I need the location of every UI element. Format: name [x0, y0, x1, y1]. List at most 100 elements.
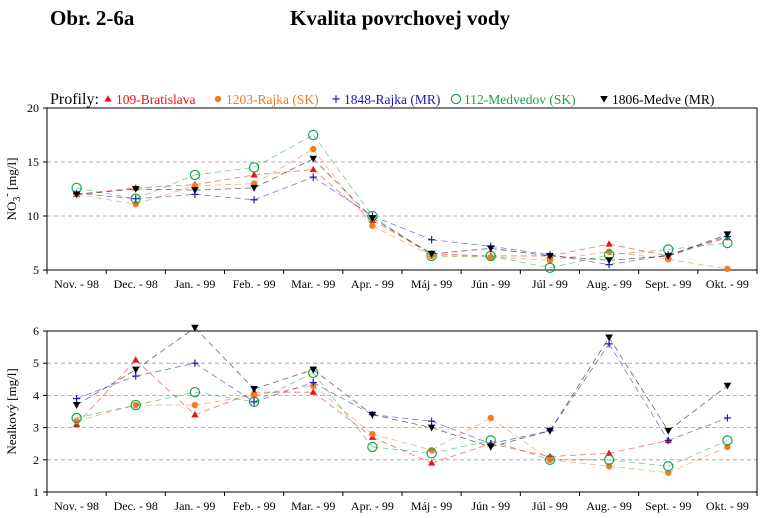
data-point: [605, 334, 613, 342]
series-line-segment: [135, 184, 195, 189]
series-line-segment: [372, 436, 432, 464]
series-line-segment: [668, 236, 728, 256]
series-line-segment: [668, 446, 728, 474]
x-tick-label: Máj - 99: [411, 499, 452, 513]
series-line-segment: [490, 256, 550, 261]
data-point: [248, 396, 260, 408]
series-line-segment: [312, 158, 373, 219]
x-tick-label: Sept. - 99: [645, 277, 691, 291]
data-point: [191, 359, 199, 367]
series-line-segment: [312, 169, 373, 221]
legend-item-label: 112-Medvedov (SK): [464, 92, 576, 107]
data-point: [191, 410, 199, 418]
series-line-segment: [608, 343, 669, 441]
series-line-segment: [135, 188, 195, 191]
series-line-segment: [312, 372, 373, 448]
series-line-segment: [194, 327, 255, 390]
data-point: [723, 414, 732, 422]
data-point: [605, 257, 613, 265]
series-line-segment: [372, 215, 432, 241]
series-line-segment: [76, 192, 136, 200]
series-line-segment: [312, 148, 373, 226]
data-point: [723, 382, 732, 390]
series-0: [72, 356, 672, 466]
series-line-segment: [668, 242, 728, 250]
data-point: [130, 193, 141, 204]
series-line-segment: [194, 174, 255, 186]
data-point: [486, 245, 495, 253]
data-point: [310, 145, 317, 153]
data-point: [487, 253, 494, 261]
data-point: [309, 173, 317, 181]
x-tick-label: Júl - 99: [532, 499, 568, 513]
series-line-segment: [135, 391, 196, 406]
data-point: [73, 417, 80, 425]
series-line-segment: [372, 414, 432, 422]
series-line-segment: [549, 243, 610, 257]
series-3: [71, 367, 733, 472]
data-point: [309, 366, 318, 374]
data-point: [546, 427, 554, 435]
data-point: [309, 378, 317, 387]
series-line-segment: [76, 359, 137, 425]
series-line-segment: [668, 237, 728, 257]
series-line-segment: [431, 417, 491, 451]
y-tick-label: 3: [33, 421, 39, 435]
chart-title: Kvalita povrchovej vody: [290, 6, 511, 30]
data-point: [544, 454, 556, 465]
data-point: [664, 252, 673, 260]
data-point: [72, 402, 81, 409]
series-line-segment: [490, 440, 551, 461]
data-point: [546, 257, 554, 264]
data-point: [250, 184, 258, 192]
x-tick-label: Júl - 99: [532, 277, 568, 291]
y-tick-label: 10: [27, 209, 39, 223]
series-line-segment: [431, 239, 491, 247]
x-tick-label: Mar. - 99: [291, 499, 335, 513]
series-line-segment: [549, 251, 610, 261]
series-line-segment: [253, 382, 314, 403]
data-point: [368, 215, 377, 222]
x-tick-label: Jan. - 99: [174, 277, 215, 291]
series-0: [72, 165, 732, 259]
panel-nitrate: 5 10 15 20 Nov. - 98 Dec. - 98 Jan. - 99 Feb. -…: [2, 101, 758, 291]
x-tick-label: Dec. - 98: [114, 499, 158, 513]
y-tick-label: 20: [27, 101, 39, 115]
data-point: [369, 430, 376, 438]
x-tick-label: Jún - 99: [471, 499, 510, 513]
series-line-segment: [431, 443, 491, 464]
data-point: [723, 231, 732, 239]
x-tick-label: Nov. - 98: [54, 499, 99, 513]
legend-marker: [214, 95, 222, 103]
data-point: [72, 395, 81, 403]
x-tick-label: Feb. - 99: [233, 499, 276, 513]
series-4: [72, 155, 732, 265]
data-point: [250, 171, 258, 178]
data-point: [309, 155, 318, 163]
data-point: [130, 399, 141, 411]
x-tick-label: Dec. - 98: [114, 277, 158, 291]
series-line-segment: [135, 359, 196, 416]
series-line-segment: [312, 385, 373, 435]
series-line-segment: [135, 362, 196, 377]
series-line-segment: [135, 174, 196, 200]
x-tick-label: Sept. - 99: [645, 499, 691, 513]
legend-item-label: 109-Bratislava: [116, 92, 195, 107]
series-line-segment: [313, 382, 373, 416]
series-line-segment: [668, 385, 728, 432]
series-line-segment: [313, 176, 373, 217]
data-point: [605, 340, 613, 348]
data-point: [131, 366, 140, 374]
series-line-segment: [549, 337, 610, 432]
series-line-segment: [490, 430, 551, 445]
series-line-segment: [609, 251, 669, 260]
data-point: [369, 222, 376, 229]
y-tick-label: 6: [33, 324, 39, 338]
y-tick-label: 5: [33, 263, 39, 277]
series-line-segment: [76, 187, 136, 200]
data-point: [544, 262, 556, 274]
data-point: [191, 324, 199, 332]
y-tick-label: 4: [33, 388, 39, 402]
legend-title: Profily:: [50, 91, 99, 108]
series-line-segment: [372, 225, 432, 257]
